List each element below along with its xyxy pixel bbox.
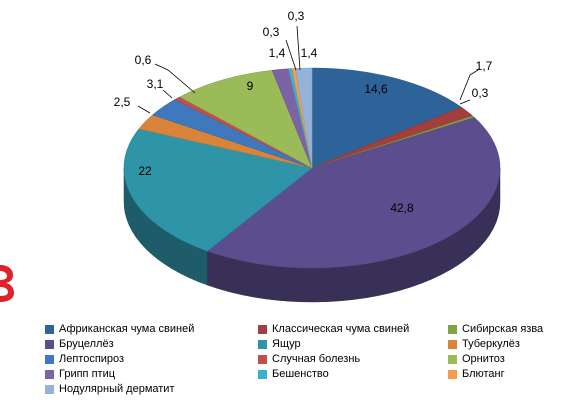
legend-swatch [45, 369, 54, 379]
legend-item-0: Африканская чума свиней [45, 322, 194, 336]
data-label-3: 42,8 [390, 201, 414, 215]
legend-swatch [258, 354, 267, 364]
leader-line-7 [154, 63, 196, 94]
legend-label: Туберкулёз [462, 338, 520, 350]
decorative-mark [0, 265, 14, 302]
data-label-7: 0,6 [135, 53, 152, 67]
legend-label: Классическая чума свиней [272, 323, 410, 335]
legend-swatch [448, 339, 457, 349]
legend-item-9: Грипп птиц [45, 367, 115, 381]
legend-swatch [45, 324, 54, 334]
legend-swatch [258, 324, 267, 334]
leader-line-2 [459, 99, 471, 105]
legend-swatch [258, 339, 267, 349]
legend-item-11: Блютанг [448, 367, 505, 381]
data-label-0: 14,6 [364, 82, 388, 96]
data-label-8: 9 [247, 79, 254, 93]
legend-label: Сибирская язва [462, 323, 544, 335]
leader-line-6 [162, 89, 173, 99]
slice-8 [179, 69, 313, 169]
legend-item-2: Сибирская язва [448, 322, 543, 336]
legend: Африканская чума свиней Классическая чума… [45, 322, 570, 404]
legend-swatch [45, 354, 54, 364]
legend-label: Блютанг [462, 368, 505, 380]
data-label-5: 2,5 [114, 95, 131, 109]
legend-swatch [448, 324, 457, 334]
slice-4 [123, 128, 313, 252]
legend-item-8: Орнитоз [448, 352, 505, 366]
legend-swatch [258, 369, 267, 379]
legend-item-4: Ящур [258, 337, 301, 351]
legend-label: Ящур [272, 338, 301, 350]
legend-swatch [448, 369, 457, 379]
slice-3 [206, 117, 501, 269]
legend-item-5: Туберкулёз [448, 337, 520, 351]
leader-line-10 [285, 39, 297, 71]
leader-line-1 [459, 69, 479, 101]
legend-item-7: Случная болезнь [258, 352, 360, 366]
legend-label: Нодулярный дерматит [59, 383, 175, 395]
legend-swatch [448, 354, 457, 364]
legend-label: Бруцеллёз [59, 338, 114, 350]
data-label-6: 3,1 [147, 77, 164, 91]
legend-label: Грипп птиц [59, 368, 116, 380]
legend-label: Африканская чума свиней [59, 323, 195, 335]
data-label-10: 0,3 [263, 25, 280, 39]
legend-item-12: Нодулярный дерматит [45, 382, 174, 396]
pie-slices [123, 67, 501, 269]
legend-label: Орнитоз [462, 353, 505, 365]
slice-0 [311, 67, 462, 169]
leader-lines [137, 25, 479, 114]
leader-line-5 [137, 105, 151, 114]
data-label-2: 0,3 [472, 86, 489, 100]
data-label-11: 0,3 [288, 9, 305, 23]
data-label-4: 22 [138, 164, 152, 178]
legend-swatch [45, 339, 54, 349]
legend-label: Лептоспироз [59, 353, 125, 365]
legend-label: Бешенство [272, 368, 329, 380]
leader-line-11 [296, 25, 301, 71]
data-label-12: 1,4 [301, 46, 318, 60]
data-label-1: 1,7 [476, 59, 493, 73]
legend-item-3: Бруцеллёз [45, 337, 114, 351]
data-labels: 14,6 1,7 0,3 42,8 22 2,5 3,1 0,6 9 1,4 0,3 0,3 1,4 [114, 9, 493, 215]
data-label-9: 1,4 [269, 46, 286, 60]
legend-swatch [45, 384, 54, 394]
legend-item-10: Бешенство [258, 367, 329, 381]
legend-item-1: Классическая чума свиней [258, 322, 409, 336]
legend-item-6: Лептоспироз [45, 352, 124, 366]
legend-label: Случная болезнь [272, 353, 361, 365]
